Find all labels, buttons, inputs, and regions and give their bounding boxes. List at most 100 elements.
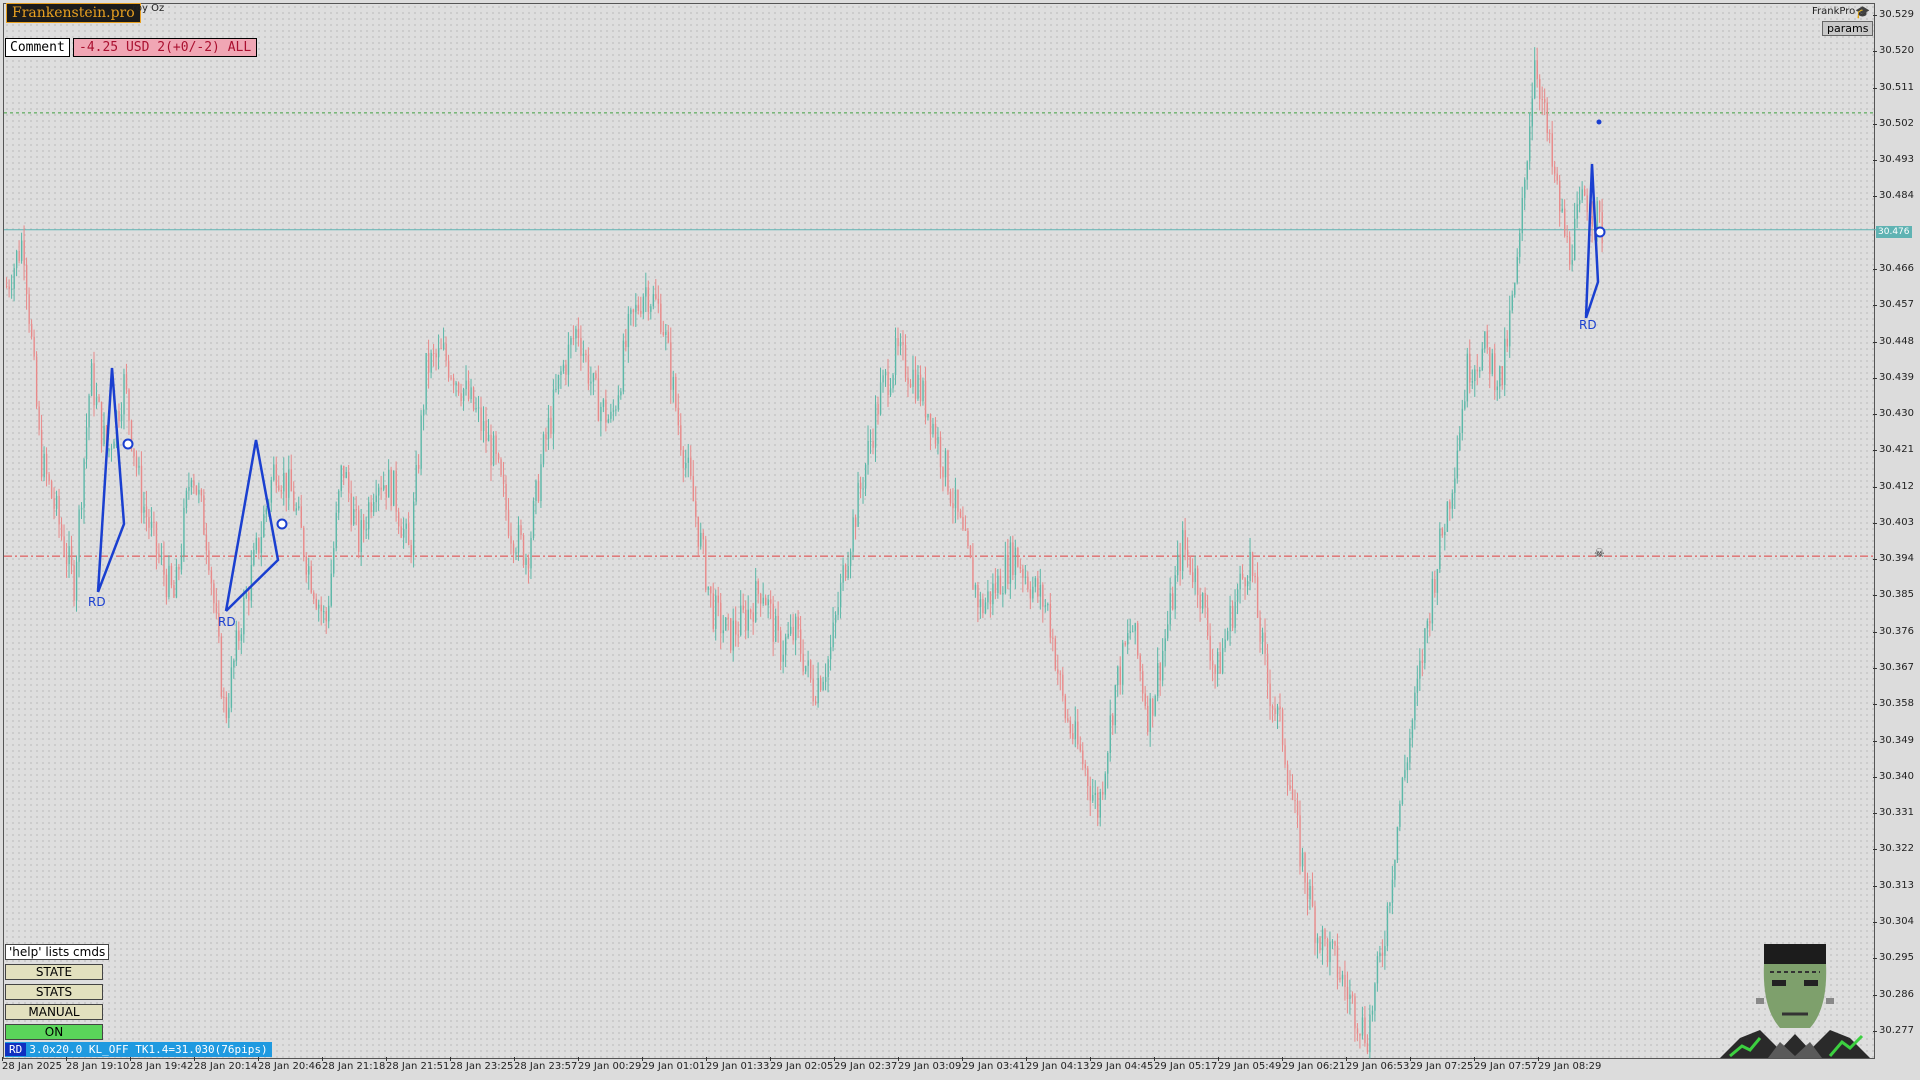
candle-body [1439,528,1441,570]
candle-body [929,413,932,435]
candle-body [65,555,68,565]
candle-body [430,352,432,373]
candle-body [1521,197,1523,234]
candle-body [110,448,113,450]
candle-body [625,340,627,348]
candle-body [1506,338,1508,347]
candle-body [872,440,874,448]
candle-body [1221,648,1224,674]
candle-body [1501,366,1504,385]
pattern-shape [224,439,280,612]
state-button[interactable]: STATE [5,964,103,980]
candle-body [1411,720,1414,738]
price-chart[interactable]: ☠ [4,4,1876,1060]
candle-body [595,373,597,379]
candle-body [422,409,425,416]
candle-body [303,527,305,557]
stats-button[interactable]: STATS [5,984,103,1000]
candle-body [1271,705,1274,709]
candle-body [585,353,587,356]
candle-body [60,524,63,537]
order-marker[interactable] [1594,226,1606,238]
candle-body [447,360,450,378]
ea-name: FrankPro [1812,6,1856,17]
candle-body [240,634,243,641]
candle-body [834,614,837,623]
candle-body [487,434,490,442]
candle-body [270,480,273,503]
candle-body [318,604,320,609]
candle-body [1431,579,1434,624]
candle-body [997,575,999,594]
candle-body [285,472,288,498]
price-tick-label: 30.385 [1873,589,1914,601]
candle-body [353,509,355,525]
candle-body [130,420,133,449]
candle-body [972,557,974,590]
candle-body [293,491,295,511]
price-tick-label: 30.286 [1873,988,1914,1000]
time-tick-label: 29 Jan 08:29 [1538,1057,1602,1072]
candle-body [962,517,964,530]
candle-body [737,634,739,636]
candle-body [572,338,575,340]
candle-body [1149,698,1151,732]
order-marker[interactable] [276,518,288,530]
candle-body [1097,792,1099,818]
candle-body [819,678,822,690]
candle-body [238,630,240,641]
candle-body [535,480,537,501]
candle-body [550,417,552,434]
candle-body [15,251,18,269]
status-tag: RD [5,1043,27,1056]
candle-body [1179,554,1181,571]
candle-body [300,506,303,528]
candle-body [23,240,25,265]
candle-body [1059,673,1062,675]
price-tick-label: 30.430 [1873,408,1914,420]
candle-body [1077,721,1079,745]
candle-body [1092,794,1094,801]
candle-body [335,512,337,549]
candle-body [415,464,417,502]
candle-body [630,309,632,314]
candle-body [1074,721,1077,740]
candle-body [1206,607,1209,636]
candle-body [1316,937,1319,944]
order-marker[interactable] [122,438,134,450]
symbol-name: roy Oz [132,3,165,14]
candle-body [1309,885,1311,900]
candle-body [1444,531,1446,536]
candle-body [620,391,622,396]
candle-body [522,535,525,565]
candle-body [68,546,70,565]
candle-body [1299,815,1301,867]
time-tick-label: 29 Jan 04:45 [1090,1057,1154,1072]
manual-button[interactable]: MANUAL [5,1004,103,1020]
candle-body [170,565,173,586]
chart-area[interactable]: ☠ [3,3,1876,1060]
price-tick-label: 30.511 [1873,81,1914,93]
candle-body [1516,256,1518,283]
candle-body [158,553,160,558]
candle-body [228,707,230,719]
comment-button[interactable]: Comment [5,38,70,57]
candle-body [1381,952,1384,956]
candle-body [1529,126,1531,162]
candle-body [505,483,507,510]
pattern-label: RD [218,615,236,629]
candle-body [1336,945,1339,978]
candle-body [1197,568,1199,596]
time-tick-label: 29 Jan 06:53 [1346,1057,1410,1072]
candle-body [233,660,235,668]
candle-body [195,485,198,495]
candle-body [290,469,293,492]
candle-body [1019,566,1022,569]
on-toggle-button[interactable]: ON [5,1024,103,1040]
candle-body [897,338,899,347]
candle-body [545,434,547,439]
candle-body [1549,133,1551,135]
params-button[interactable]: params [1822,21,1874,36]
candle-body [1504,338,1506,385]
candle-body [75,561,78,601]
